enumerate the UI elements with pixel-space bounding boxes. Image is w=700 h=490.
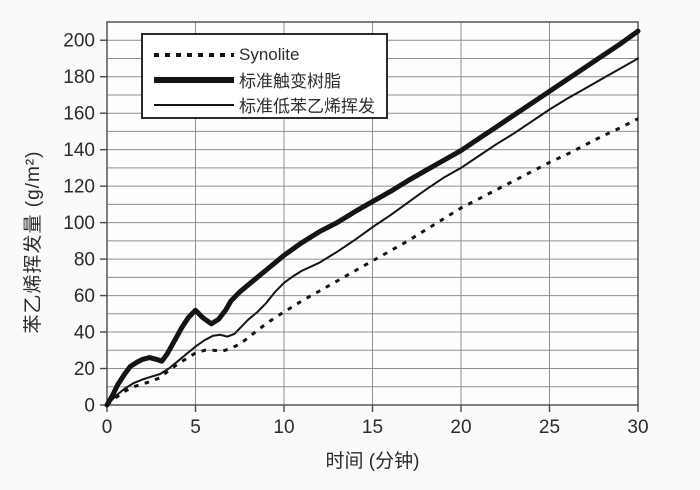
y-tick-label: 140 <box>63 140 95 161</box>
y-tick-label: 200 <box>63 31 95 52</box>
y-axis-title: 苯乙烯挥发量 (g/m²) <box>23 150 44 334</box>
legend-item: 标准低苯乙烯挥发 <box>154 93 386 117</box>
y-tick-label: 180 <box>63 67 95 88</box>
legend-label: 标准触变树脂 <box>239 72 341 91</box>
legend-line-sample-solid-thick <box>154 76 234 83</box>
y-tick-label: 0 <box>84 396 95 417</box>
legend-item: 标准触变树脂 <box>154 68 386 92</box>
x-tick-label: 10 <box>273 417 294 438</box>
y-tick-label: 60 <box>74 286 95 307</box>
x-tick-label: 30 <box>627 417 648 438</box>
x-tick-label: 5 <box>190 417 201 438</box>
x-tick-label: 20 <box>450 417 471 438</box>
legend-line-sample-solid-thin <box>154 103 234 106</box>
y-tick-label: 80 <box>74 250 95 271</box>
legend-label: Synolite <box>239 44 300 64</box>
legend-line-sample-dotted <box>154 52 234 57</box>
legend-item: Synolite <box>154 43 386 67</box>
y-tick-label: 100 <box>63 213 95 234</box>
y-tick-label: 20 <box>74 359 95 380</box>
series-line-solid-thin <box>106 57 639 406</box>
legend-label: 标准低苯乙烯挥发 <box>239 97 375 116</box>
x-axis-title: 时间 (分钟) <box>325 451 420 472</box>
x-tick-label: 0 <box>102 417 113 438</box>
y-tick-label: 160 <box>63 104 95 125</box>
x-tick-label: 15 <box>362 417 383 438</box>
y-tick-label: 40 <box>74 323 95 344</box>
series-line-dotted <box>106 117 639 407</box>
y-tick-label: 120 <box>63 177 95 198</box>
x-tick-label: 25 <box>539 417 560 438</box>
series-line-solid-thick <box>104 28 641 408</box>
legend: Synolite 标准触变树脂标准低苯乙烯挥发 <box>141 33 388 119</box>
